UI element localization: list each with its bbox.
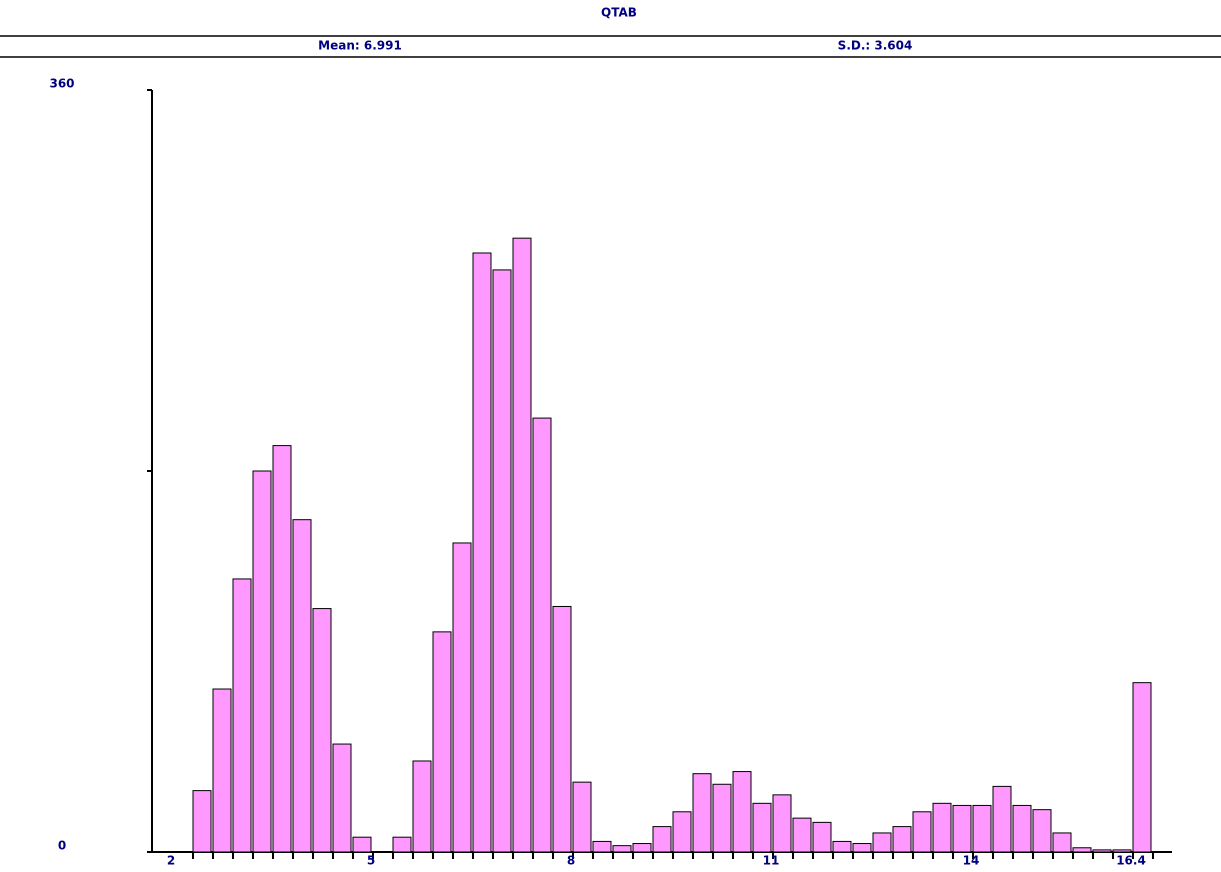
- bar: [1112, 849, 1132, 853]
- bar: [972, 804, 992, 853]
- y-tick-label: 360: [49, 77, 74, 91]
- bar: [192, 790, 212, 853]
- x-tick-label: 16.4: [1116, 854, 1146, 868]
- bar: [852, 843, 872, 853]
- bar: [872, 832, 892, 853]
- bar: [312, 608, 332, 853]
- x-tick-label: 5: [367, 854, 375, 868]
- bar: [892, 826, 912, 853]
- bar: [532, 417, 552, 853]
- bar: [512, 237, 532, 853]
- bar: [352, 836, 372, 853]
- bar: [452, 542, 472, 853]
- bar: [1012, 804, 1032, 853]
- bar: [1052, 832, 1072, 853]
- chart-title: QTAB: [601, 6, 637, 20]
- bar: [792, 817, 812, 853]
- x-tick-label: 8: [567, 854, 575, 868]
- bar: [572, 781, 592, 853]
- y-tick-label: 0: [58, 839, 66, 853]
- bar: [632, 843, 652, 853]
- bar: [692, 773, 712, 853]
- bar: [212, 688, 232, 853]
- x-tick-label: 2: [167, 854, 175, 868]
- bar: [1072, 847, 1092, 853]
- bar: [932, 802, 952, 853]
- bar: [472, 252, 492, 853]
- bar: [952, 804, 972, 853]
- bar: [272, 445, 292, 853]
- bar: [712, 783, 732, 853]
- bar: [492, 269, 512, 853]
- bar: [232, 578, 252, 853]
- bar: [332, 743, 352, 853]
- bar: [992, 785, 1012, 853]
- mean-label: Mean: 6.991: [318, 39, 402, 53]
- bar: [732, 771, 752, 853]
- bar: [412, 760, 432, 853]
- x-tick-label: 14: [963, 854, 980, 868]
- x-tick-label: 11: [763, 854, 780, 868]
- bar: [252, 470, 272, 853]
- bar: [292, 519, 312, 853]
- bar: [772, 794, 792, 853]
- bar: [652, 826, 672, 853]
- bar: [912, 811, 932, 853]
- bar: [752, 802, 772, 853]
- bar: [1032, 809, 1052, 853]
- bar: [612, 845, 632, 853]
- bar: [1092, 849, 1112, 853]
- bar: [432, 631, 452, 853]
- bar: [1132, 682, 1152, 853]
- bar: [832, 840, 852, 853]
- sd-label: S.D.: 3.604: [838, 39, 913, 53]
- bar: [672, 811, 692, 853]
- bar: [552, 605, 572, 853]
- bar: [592, 840, 612, 853]
- bar: [392, 836, 412, 853]
- bar: [812, 821, 832, 853]
